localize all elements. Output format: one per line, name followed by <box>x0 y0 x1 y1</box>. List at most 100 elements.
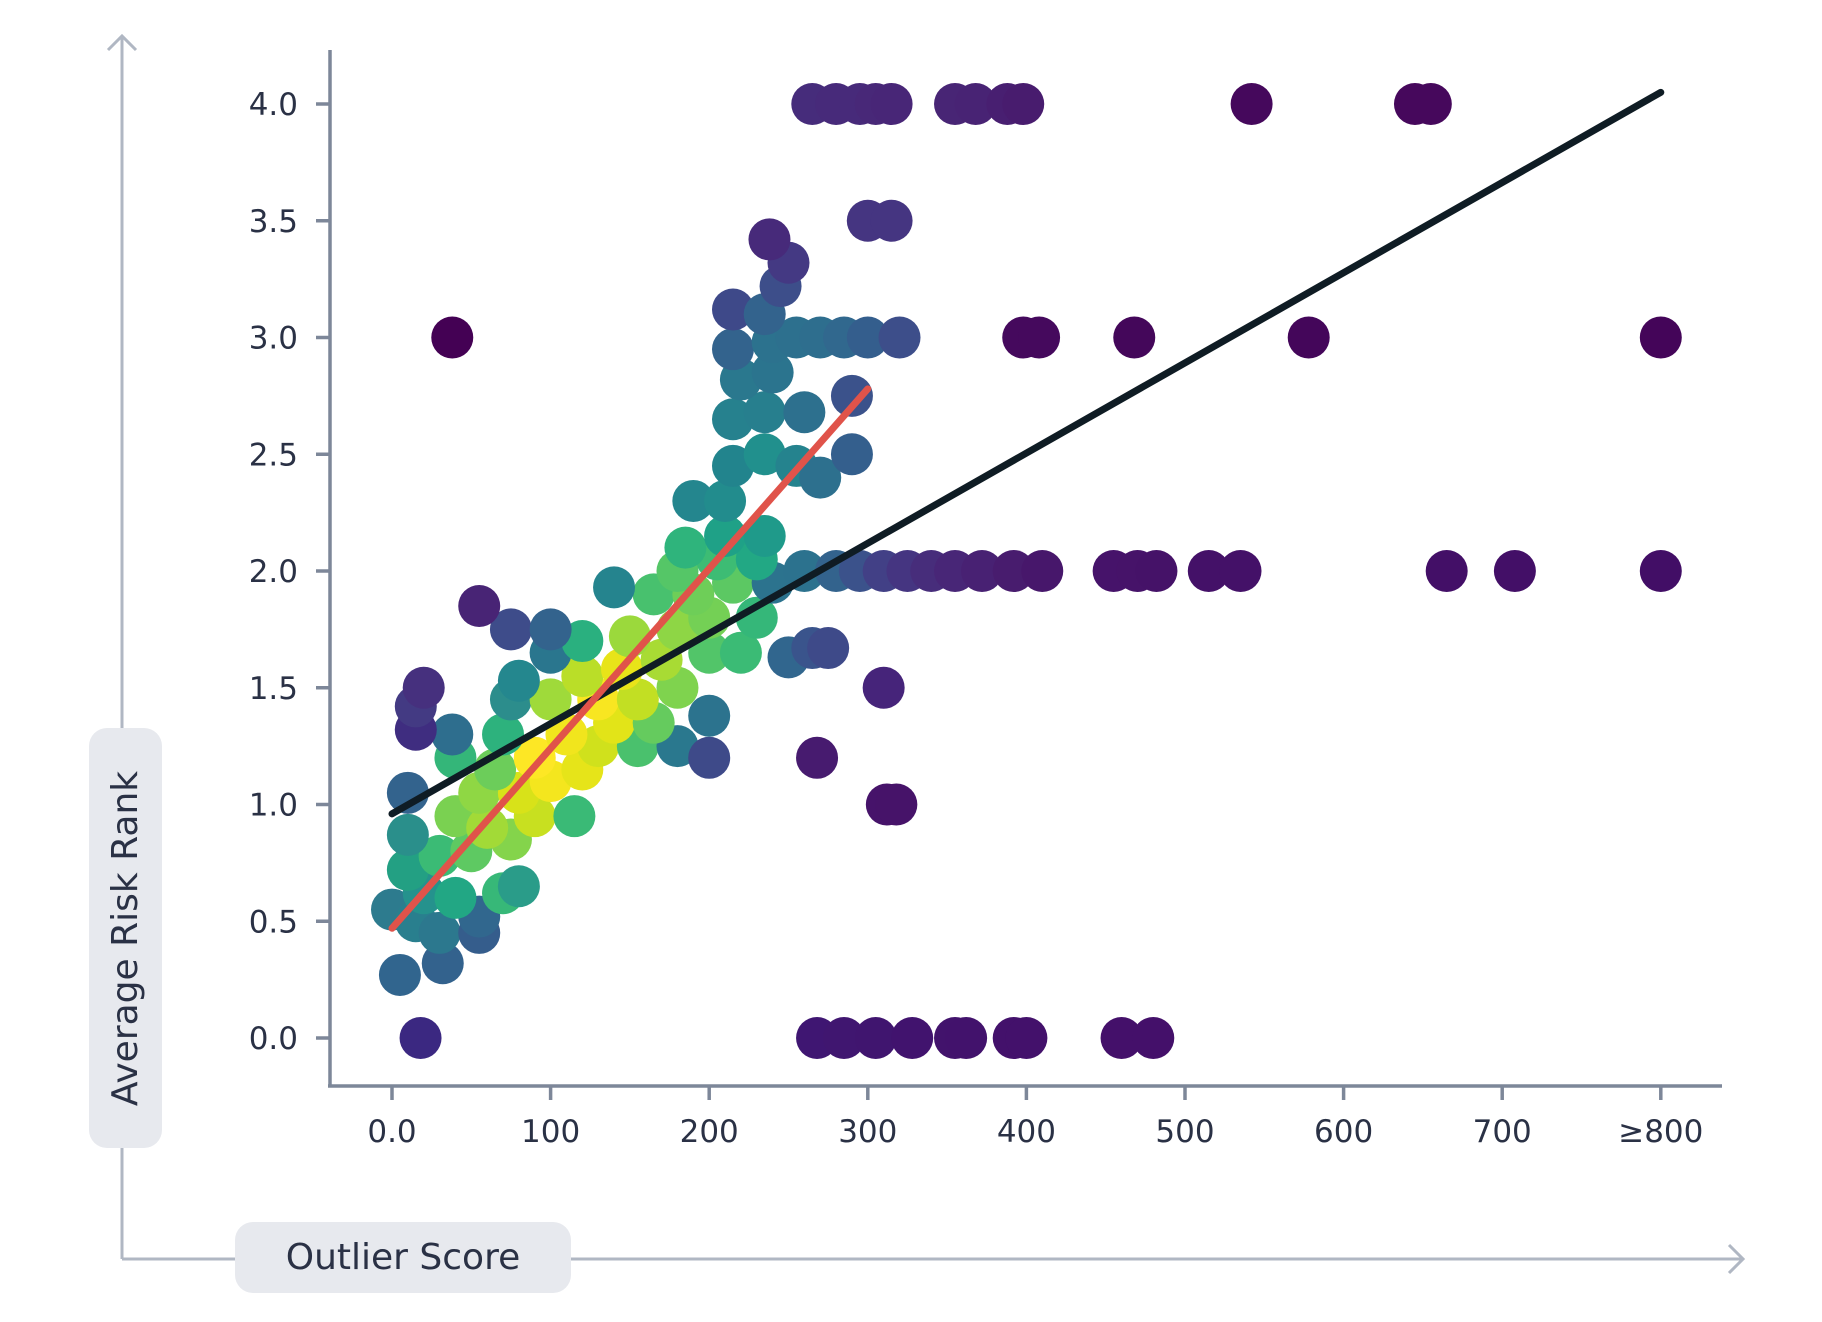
x-tick-label: 500 <box>1155 1114 1214 1150</box>
fit-lines <box>388 88 1665 932</box>
y-axis-label: Average Risk Rank <box>89 728 162 1148</box>
data-point <box>830 433 873 476</box>
data-point <box>854 1017 897 1059</box>
data-point <box>497 659 540 702</box>
data-point <box>553 795 596 838</box>
y-tick-label: 1.0 <box>249 788 298 824</box>
data-point <box>688 694 731 737</box>
data-point <box>561 655 604 698</box>
x-axis-ticks: 0.0 100 200 300 400 500 600 700 ≥800 <box>367 1086 1703 1150</box>
data-point <box>711 444 754 487</box>
data-point <box>1005 1017 1048 1059</box>
data-point <box>870 199 913 242</box>
data-point <box>711 398 754 441</box>
y-tick-label: 4.0 <box>249 87 298 123</box>
x-tick-label: 700 <box>1473 1114 1532 1150</box>
data-point <box>960 550 1003 592</box>
data-point <box>489 608 532 651</box>
data-point <box>378 953 421 996</box>
data-point <box>870 83 913 125</box>
data-point <box>399 1017 442 1059</box>
x-tick-label: ≥800 <box>1618 1114 1703 1150</box>
data-point <box>711 288 754 331</box>
data-point <box>431 713 474 756</box>
y-tick-label: 1.5 <box>249 671 298 707</box>
data-point <box>513 736 556 779</box>
data-point <box>799 456 842 499</box>
data-point <box>743 391 786 434</box>
data-point <box>743 514 786 557</box>
data-point <box>672 479 715 522</box>
data-point <box>711 328 754 371</box>
data-point <box>875 783 918 826</box>
x-tick-label: 200 <box>680 1114 739 1150</box>
data-point <box>418 911 461 954</box>
data-point <box>807 627 850 670</box>
data-point <box>719 631 762 674</box>
data-point <box>434 876 477 919</box>
x-tick-label: 100 <box>521 1114 580 1150</box>
data-point <box>1639 316 1682 359</box>
data-point <box>529 678 572 721</box>
data-point <box>704 479 747 522</box>
data-point <box>891 1017 934 1059</box>
data-point <box>796 736 839 779</box>
data-point <box>386 771 429 814</box>
data-point <box>704 514 747 557</box>
data-point <box>1018 316 1061 359</box>
data-point <box>846 316 889 359</box>
data-points <box>371 83 1682 1059</box>
data-point <box>1493 550 1536 592</box>
data-point <box>748 218 791 261</box>
data-point <box>421 942 464 985</box>
data-point <box>1425 550 1468 592</box>
x-tick-label: 0.0 <box>367 1114 416 1150</box>
data-point <box>458 585 501 628</box>
fit-line <box>388 88 1665 818</box>
data-point <box>1002 83 1045 125</box>
data-point <box>954 83 997 125</box>
data-point <box>1409 83 1452 125</box>
data-point <box>878 316 921 359</box>
data-point <box>386 813 429 856</box>
data-point <box>823 1017 866 1059</box>
data-point <box>402 666 445 709</box>
data-point <box>431 316 474 359</box>
data-point <box>862 666 905 709</box>
fit-line <box>388 385 872 932</box>
data-point <box>1287 316 1330 359</box>
data-point <box>608 615 651 658</box>
y-tick-label: 3.5 <box>249 204 298 240</box>
data-point <box>751 351 794 394</box>
y-tick-label: 2.0 <box>249 554 298 590</box>
data-point <box>743 433 786 476</box>
y-tick-label: 0.5 <box>249 904 298 940</box>
data-point <box>466 806 509 849</box>
data-point <box>1219 550 1262 592</box>
data-point <box>735 596 778 639</box>
data-point <box>1187 550 1230 592</box>
data-point <box>1100 1017 1143 1059</box>
data-point <box>529 608 572 651</box>
y-tick-label: 2.5 <box>249 437 298 473</box>
x-axis-label: Outlier Score <box>235 1222 571 1293</box>
data-point <box>945 1017 988 1059</box>
arrow-up-icon <box>106 33 138 52</box>
data-point <box>1021 550 1064 592</box>
data-point <box>830 374 873 417</box>
data-point <box>1639 550 1682 592</box>
data-point <box>1135 550 1178 592</box>
arrow-right-icon <box>1727 1243 1746 1275</box>
data-point <box>1132 1017 1175 1059</box>
data-point <box>497 865 540 908</box>
data-point <box>664 526 707 569</box>
data-point <box>386 848 429 891</box>
y-axis-label-text: Average Risk Rank <box>105 770 147 1106</box>
x-tick-label: 300 <box>838 1114 897 1150</box>
data-point <box>1113 316 1156 359</box>
x-axis-label-text: Outlier Score <box>285 1237 521 1278</box>
data-point <box>688 736 731 779</box>
y-tick-label: 3.0 <box>249 321 298 357</box>
x-tick-label: 400 <box>997 1114 1056 1150</box>
